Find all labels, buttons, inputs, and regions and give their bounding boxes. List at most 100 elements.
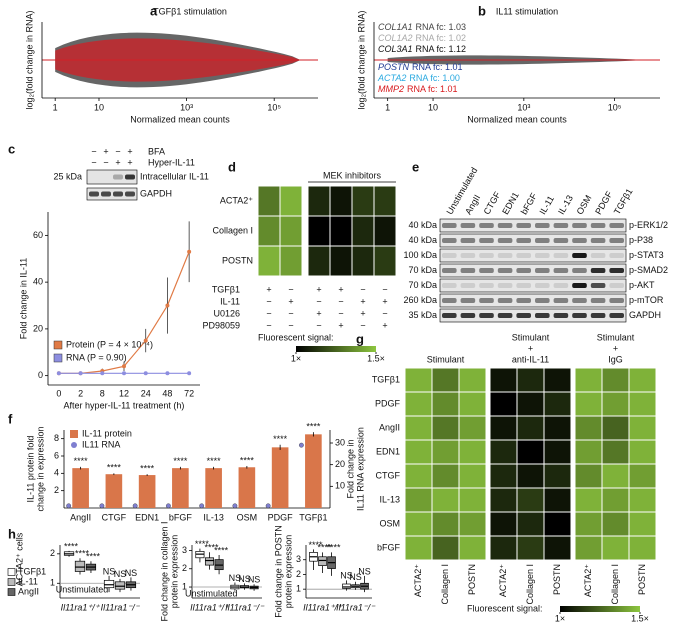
heat-cell — [543, 511, 572, 537]
y-axis-label: change in expression — [35, 426, 45, 511]
heat-cell — [601, 511, 630, 537]
heat-cell — [628, 487, 657, 513]
treatment-sign: + — [338, 320, 343, 330]
blot-band — [590, 268, 606, 273]
blot-band — [516, 238, 531, 243]
x-tick-label: 24 — [141, 388, 151, 398]
blot-band — [442, 223, 457, 228]
heat-cell — [601, 487, 630, 513]
row-label: TGFβ1 — [372, 374, 400, 384]
rna-point — [265, 503, 271, 509]
significance: **** — [140, 464, 155, 474]
blot-band — [590, 238, 606, 243]
significance: NS — [349, 572, 362, 582]
significance: NS — [114, 569, 127, 579]
colorbar-tick-label: 1.5× — [631, 613, 649, 623]
heat-cell — [458, 535, 487, 561]
heat-cell — [351, 215, 375, 247]
heat-cell — [431, 439, 460, 465]
heat-cell — [489, 487, 518, 513]
lane-label: CTGF — [482, 190, 503, 217]
data-point — [100, 371, 105, 376]
blot-band — [479, 313, 494, 318]
blot-band — [101, 191, 111, 197]
x-tick-label: EDN1 — [135, 512, 159, 522]
heat-cell — [543, 415, 572, 441]
heat-cell — [516, 415, 545, 441]
colorbar — [560, 606, 640, 612]
kda-label: 40 kDa — [408, 220, 437, 230]
blot-band — [89, 191, 99, 197]
kda-label: 70 kDa — [408, 265, 437, 275]
x-tick-label: 2 — [78, 388, 83, 398]
heat-cell — [489, 463, 518, 489]
significance: **** — [107, 463, 122, 473]
heat-cell — [601, 439, 630, 465]
heat-cell — [543, 439, 572, 465]
heat-cell — [516, 535, 545, 561]
significance: **** — [214, 545, 229, 555]
blot-band — [125, 174, 135, 180]
group-header: anti-IL-11 — [512, 354, 549, 364]
heat-cell — [574, 439, 603, 465]
blot-band — [497, 268, 513, 273]
heat-cell — [489, 391, 518, 417]
x-tick-label: 10³ — [180, 102, 193, 112]
heat-cell — [404, 463, 433, 489]
heat-cell — [431, 487, 460, 513]
x-tick-label: 10 — [94, 102, 104, 112]
legend-label: Protein (P = 4 × 10⁻⁴) — [66, 339, 153, 349]
blot-band — [535, 253, 550, 258]
treatment-label: PD98059 — [202, 320, 240, 330]
y-tick-label: 30 — [335, 437, 345, 447]
heat-cell — [373, 245, 397, 277]
blot-band — [497, 223, 513, 228]
treatment-sign: + — [266, 284, 271, 294]
box-body — [318, 556, 327, 566]
x-axis-label: Normalized mean counts — [130, 114, 230, 124]
group-header: + — [528, 343, 533, 353]
significance: **** — [273, 434, 288, 444]
panel-letter: e — [412, 159, 419, 174]
blot-band — [535, 313, 550, 318]
y-tick-label: 4 — [54, 468, 59, 478]
treatment-sign: − — [360, 320, 365, 330]
heat-cell — [373, 185, 397, 217]
data-point — [122, 364, 126, 369]
heat-cell — [307, 215, 331, 247]
data-point — [143, 371, 148, 376]
significance: **** — [86, 552, 101, 562]
legend-label: TGFβ1 — [18, 566, 46, 576]
bar — [105, 474, 123, 508]
blot-band — [125, 191, 135, 197]
blot-band — [535, 268, 550, 273]
blot-band — [442, 283, 457, 288]
group-label: Il11ra1⁻/⁻ — [225, 602, 265, 612]
blot-band — [553, 223, 569, 228]
blot-target: Intracellular IL-11 — [140, 171, 209, 181]
heat-cell — [543, 463, 572, 489]
group-label: Il11ra1⁻/⁻ — [336, 602, 376, 612]
treatment-sign: − — [288, 308, 293, 318]
bar — [205, 468, 222, 508]
blot-band — [442, 253, 457, 258]
heat-cell — [489, 415, 518, 441]
gene-annotation: POSTN RNA fc: 1.01 — [378, 62, 463, 72]
significance: **** — [75, 549, 90, 559]
blot-band — [572, 313, 587, 318]
significance: NS — [229, 573, 242, 583]
blot-band — [590, 298, 606, 303]
blot-sign: + — [115, 157, 120, 167]
blot-band — [516, 253, 531, 258]
treatment-sign: + — [288, 296, 293, 306]
column-label: Collagen I — [610, 564, 620, 605]
treatment-sign: − — [382, 284, 387, 294]
heat-cell — [329, 215, 353, 247]
significance: **** — [306, 422, 321, 432]
gene-fc: RNA fc: 1.01 — [407, 84, 458, 94]
column-label: POSTN — [467, 564, 477, 595]
blot-target: p-SMAD2 — [629, 265, 668, 275]
treatment-sign: − — [338, 296, 343, 306]
kda-label: 100 kDa — [403, 250, 437, 260]
